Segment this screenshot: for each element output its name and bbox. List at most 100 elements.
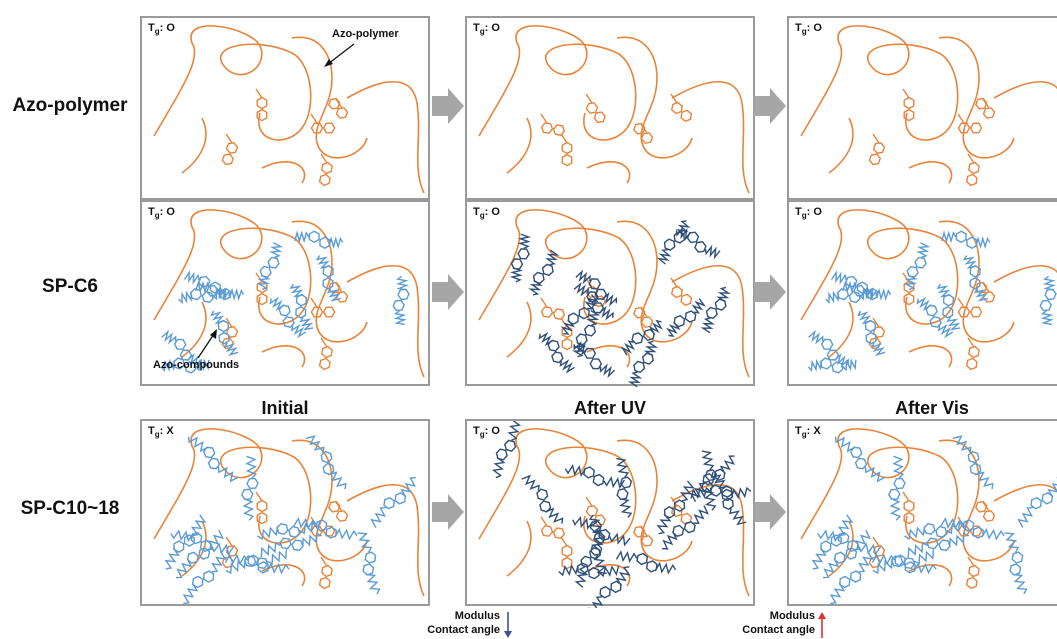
alkyl-chain-icon <box>807 358 823 373</box>
note-contact-angle: Contact angle <box>742 624 815 636</box>
alkyl-chain-icon <box>948 532 970 548</box>
note-modulus: Modulus <box>454 610 500 622</box>
alkyl-chain-icon <box>615 550 638 564</box>
alkyl-chain-icon <box>395 275 410 291</box>
azo-unit-icon <box>310 122 336 134</box>
alkyl-chain-icon <box>266 549 288 565</box>
azo-compound-icon <box>690 484 752 502</box>
side-link-icon <box>320 337 328 348</box>
azo-compound-icon <box>656 220 691 265</box>
note-after-vis: Modulus Contact angle <box>695 609 815 637</box>
process-arrow-icon <box>432 494 464 530</box>
tg-label: Tg: O <box>795 206 822 221</box>
azo-compound-icon <box>260 532 323 558</box>
alkyl-chain-icon <box>544 507 564 524</box>
azo-compound-icon <box>700 450 718 511</box>
alkyl-chain-icon <box>1012 573 1028 595</box>
alkyl-chain-icon <box>941 230 957 244</box>
side-link-icon <box>540 297 548 308</box>
alkyl-chain-icon <box>825 290 839 304</box>
side-link-icon <box>872 536 880 547</box>
polymer-chain-icon <box>506 117 532 174</box>
alkyl-chain-icon <box>974 471 994 490</box>
alkyl-chain-icon <box>975 236 991 250</box>
azo-compound-icon <box>572 310 601 358</box>
azo-unit-icon <box>868 142 886 166</box>
alkyl-chain-icon <box>256 274 271 291</box>
tg-label: Tg: X <box>795 425 821 440</box>
azo-compound-icon <box>587 566 631 608</box>
alkyl-chain-icon <box>703 490 717 511</box>
azo-unit-icon <box>965 345 980 371</box>
azo-unit-icon <box>561 141 573 167</box>
process-arrow-icon <box>754 88 786 124</box>
callout-pointer-icon <box>197 329 217 359</box>
azo-compound-icon <box>240 455 259 521</box>
azo-compound-icon <box>907 532 970 558</box>
azo-compound-icon <box>689 455 735 502</box>
alkyl-chain-icon <box>946 520 968 535</box>
alkyl-chain-icon <box>1040 310 1054 326</box>
alkyl-chain-icon <box>916 296 932 312</box>
panel-sp-c6-after-vis: Tg: O <box>787 200 1057 386</box>
panel-azo-polymer-after-vis: Tg: O <box>787 16 1057 200</box>
alkyl-chain-icon <box>833 352 849 368</box>
tg-label: Tg: O <box>148 206 175 221</box>
alkyl-chain-icon <box>656 249 672 265</box>
azo-compound-icon <box>528 249 560 296</box>
alkyl-chain-icon <box>305 435 325 453</box>
azo-unit-icon <box>328 97 349 119</box>
polymer-chain-icon <box>586 161 631 184</box>
polymer-chain-icon <box>586 345 631 368</box>
alkyl-chain-icon <box>946 316 961 331</box>
polymer-chain-icon <box>616 220 693 343</box>
side-link-icon <box>310 297 318 308</box>
azo-compound-icon <box>392 275 410 326</box>
azo-unit-icon <box>975 500 996 522</box>
alkyl-chain-icon <box>544 249 560 266</box>
side-link-icon <box>670 496 678 507</box>
alkyl-chain-icon <box>940 517 964 530</box>
panel-sp-c10-18-initial: Tg: X <box>140 419 430 606</box>
side-link-icon <box>872 317 880 328</box>
polymer-chain-icon <box>993 484 1057 502</box>
azo-compound-icon <box>903 242 931 291</box>
tg-label: Tg: X <box>148 425 174 440</box>
azo-compound-icon <box>1004 532 1028 595</box>
alkyl-chain-icon <box>1017 506 1033 528</box>
alkyl-chain-icon <box>864 466 886 483</box>
azo-compound-icon <box>830 270 878 302</box>
side-link-icon <box>225 536 233 547</box>
alkyl-chain-icon <box>598 305 614 321</box>
alkyl-chain-icon <box>620 340 636 356</box>
azo-compound-icon <box>574 529 606 588</box>
azo-compound-icon <box>666 298 707 337</box>
polymer-chain-icon <box>478 209 637 325</box>
polymer-chain-icon <box>261 345 306 368</box>
polymer-chain-icon <box>346 484 425 597</box>
azo-unit-icon <box>868 326 886 350</box>
polymer-chain-icon <box>478 428 637 544</box>
panel-sp-c6-after-uv: Tg: O <box>465 200 755 388</box>
alkyl-chain-icon <box>573 281 589 297</box>
polymer-chain-icon <box>938 36 1015 159</box>
azo-compound-icon <box>616 457 633 518</box>
alkyl-chain-icon <box>210 542 235 556</box>
azo-unit-icon <box>957 306 983 318</box>
azo-compound-icon <box>952 435 994 490</box>
alkyl-chain-icon <box>572 341 587 358</box>
polymer-chain-icon <box>828 301 854 358</box>
alkyl-chain-icon <box>161 329 177 345</box>
alkyl-chain-icon <box>393 310 407 326</box>
azo-compound-icon <box>573 281 614 321</box>
side-link-icon <box>957 113 965 124</box>
alkyl-chain-icon <box>294 230 310 244</box>
alkyl-chain-icon <box>907 541 928 558</box>
alkyl-chain-icon <box>679 480 695 502</box>
row-label-sp-c10-18: SP-C10~18 <box>20 498 120 519</box>
polymer-chain-icon <box>506 520 532 577</box>
alkyl-chain-icon <box>370 506 386 528</box>
azo-compound-icon <box>538 331 575 374</box>
alkyl-chain-icon <box>609 532 631 547</box>
alkyl-chain-icon <box>842 358 857 372</box>
